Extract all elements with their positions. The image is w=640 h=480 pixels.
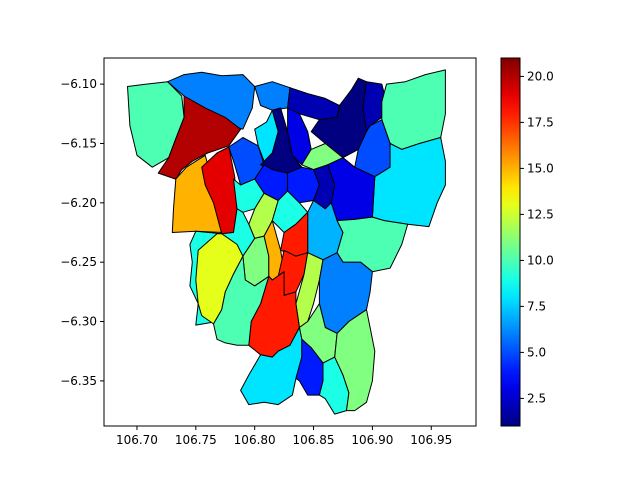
colorbar-tick-label: 2.5 (527, 391, 546, 405)
plot-frame (103, 57, 477, 427)
x-tick-label: 106.95 (410, 433, 452, 447)
x-tick-label: 106.80 (234, 433, 276, 447)
colorbar-tick-label: 10.0 (527, 253, 554, 267)
colorbar-tick-label: 7.5 (527, 299, 546, 313)
y-tick-label: −6.25 (60, 255, 97, 269)
x-tick-label: 106.75 (175, 433, 217, 447)
colorbar-gradient (500, 57, 521, 427)
region-38 (295, 338, 324, 396)
colorbar-tick-label: 17.5 (527, 115, 554, 129)
y-tick-label: −6.20 (60, 196, 97, 210)
y-axis: −6.10 −6.15 −6.20 −6.25 −6.30 −6.35 (60, 77, 104, 388)
region-12 (362, 81, 387, 133)
colorbar-tick-label: 20.0 (527, 69, 554, 83)
x-tick-label: 106.90 (351, 433, 393, 447)
y-tick-label: −6.15 (60, 136, 97, 150)
y-tick-label: −6.35 (60, 374, 97, 388)
y-tick-label: −6.30 (60, 315, 97, 329)
x-tick-label: 106.70 (116, 433, 158, 447)
colorbar-tick-label: 15.0 (527, 161, 554, 175)
colorbar-tick-label: 5.0 (527, 345, 546, 359)
y-tick-label: −6.10 (60, 77, 97, 91)
region-2 (157, 95, 242, 180)
colorbar-axis: 2.5 5.0 7.5 10.0 12.5 15.0 17.5 20.0 (520, 69, 554, 405)
x-axis: 106.70 106.75 106.80 106.85 106.90 106.95 (116, 426, 452, 447)
colorbar-tick-label: 12.5 (527, 207, 554, 221)
region-26 (280, 211, 309, 257)
region-40 (334, 309, 376, 412)
x-tick-label: 106.85 (293, 433, 335, 447)
region-35 (213, 255, 270, 346)
map-regions (127, 69, 446, 415)
